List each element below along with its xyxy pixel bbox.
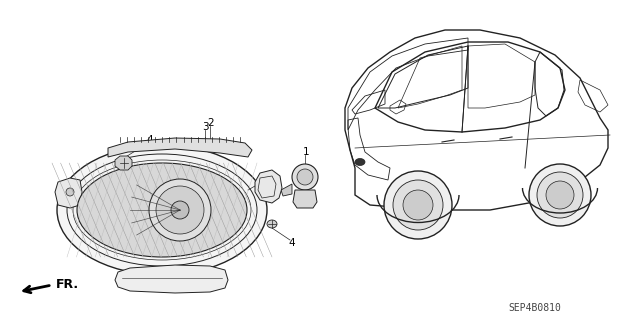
Text: 1: 1 bbox=[303, 147, 309, 157]
Text: 4: 4 bbox=[289, 238, 295, 248]
Polygon shape bbox=[281, 184, 292, 196]
Ellipse shape bbox=[537, 172, 583, 218]
Text: 4: 4 bbox=[147, 135, 154, 145]
Ellipse shape bbox=[57, 145, 267, 275]
Ellipse shape bbox=[355, 159, 365, 166]
Ellipse shape bbox=[267, 220, 277, 228]
Circle shape bbox=[66, 188, 74, 196]
Text: FR.: FR. bbox=[56, 278, 79, 292]
Ellipse shape bbox=[297, 169, 313, 185]
Ellipse shape bbox=[546, 181, 574, 209]
Text: 3: 3 bbox=[202, 122, 208, 132]
Ellipse shape bbox=[149, 179, 211, 241]
Ellipse shape bbox=[384, 171, 452, 239]
Polygon shape bbox=[55, 178, 82, 208]
Polygon shape bbox=[108, 138, 252, 157]
Ellipse shape bbox=[171, 201, 189, 219]
Polygon shape bbox=[255, 170, 282, 203]
Ellipse shape bbox=[393, 180, 443, 230]
Ellipse shape bbox=[292, 164, 318, 190]
Ellipse shape bbox=[156, 186, 204, 234]
Ellipse shape bbox=[403, 190, 433, 220]
Ellipse shape bbox=[77, 163, 247, 257]
Polygon shape bbox=[115, 156, 132, 170]
Polygon shape bbox=[293, 190, 317, 208]
Text: 2: 2 bbox=[208, 118, 214, 128]
Polygon shape bbox=[115, 265, 228, 293]
Text: SEP4B0810: SEP4B0810 bbox=[509, 303, 561, 313]
Ellipse shape bbox=[529, 164, 591, 226]
